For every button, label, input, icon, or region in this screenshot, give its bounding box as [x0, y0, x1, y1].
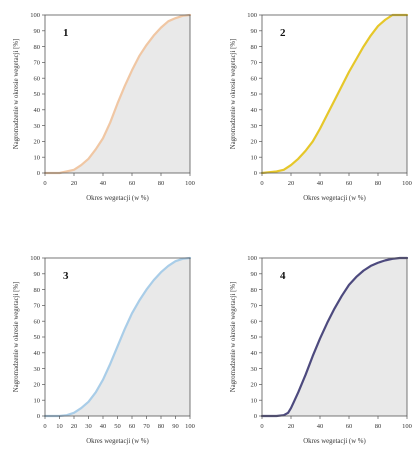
x-tick-label: 10 [56, 423, 63, 430]
x-tick-label: 80 [158, 423, 165, 430]
series-line [260, 256, 409, 418]
y-tick-label: 80 [34, 44, 41, 51]
y-tick-label: 100 [247, 12, 257, 19]
chart-panel-2: 0 10 20 30 40 50 60 70 80 90 100 0 20 40 60 80 100 Okres … [230, 12, 412, 202]
area-fill [45, 15, 190, 173]
y-tick-label: 60 [251, 75, 258, 82]
series-line [43, 256, 192, 418]
x-axis-label: Okres wegetacji (w %) [303, 438, 365, 445]
y-tick-label: 10 [34, 397, 41, 404]
y-axis-label: Nagromadzenie w okresie wegetacji [%] [230, 282, 237, 393]
x-tick-label: 60 [129, 423, 136, 430]
x-tick-label: 80 [375, 423, 382, 430]
x-tick-label: 50 [114, 423, 121, 430]
y-tick-label: 10 [251, 397, 258, 404]
y-tick-label: 40 [34, 107, 41, 114]
x-axis-label: Okres wegetacji (w %) [303, 195, 365, 202]
y-tick-label: 90 [34, 28, 41, 35]
x-tick-label: 20 [288, 423, 295, 430]
x-tick-label: 100 [402, 423, 412, 430]
y-tick-label: 50 [251, 91, 258, 98]
y-tick-label: 80 [34, 287, 41, 294]
area-fill [45, 258, 190, 416]
x-tick-label: 60 [346, 423, 353, 430]
panel-number: 3 [63, 270, 69, 282]
y-tick-label: 80 [251, 287, 258, 294]
x-tick-label: 80 [375, 180, 382, 187]
area-fill [262, 258, 407, 416]
y-tick-label: 10 [34, 154, 41, 161]
y-tick-label: 0 [254, 170, 257, 177]
y-tick-label: 60 [34, 75, 41, 82]
y-tick-label: 90 [251, 271, 258, 278]
y-tick-label: 70 [251, 303, 258, 310]
y-tick-label: 30 [34, 123, 41, 130]
series-line [260, 13, 409, 175]
y-tick-label: 30 [251, 123, 258, 130]
x-tick-label: 100 [185, 180, 195, 187]
y-tick-label: 100 [30, 255, 40, 262]
chart-panel-1: 0 10 20 30 40 50 60 70 80 90 100 0 20 40 60 80 100 Okres … [13, 12, 195, 202]
panel-number: 2 [280, 27, 286, 39]
y-tick-label: 100 [30, 12, 40, 19]
y-tick-label: 40 [251, 350, 258, 357]
y-tick-label: 50 [34, 91, 41, 98]
y-axis-label: Nagromadzenie w okresie wegetacji [%] [13, 39, 20, 150]
y-tick-label: 50 [34, 334, 41, 341]
x-tick-label: 100 [185, 423, 195, 430]
x-tick-label: 40 [100, 423, 107, 430]
y-tick-label: 90 [34, 271, 41, 278]
x-tick-label: 70 [143, 423, 150, 430]
y-tick-label: 0 [254, 413, 257, 420]
x-tick-label: 60 [346, 180, 353, 187]
x-tick-label: 90 [172, 423, 179, 430]
y-tick-label: 40 [251, 107, 258, 114]
y-tick-label: 20 [251, 382, 258, 389]
x-tick-label: 60 [129, 180, 136, 187]
x-tick-label: 20 [71, 180, 78, 187]
x-tick-label: 80 [158, 180, 165, 187]
x-tick-label: 40 [100, 180, 107, 187]
y-tick-label: 70 [34, 60, 41, 67]
x-tick-label: 40 [317, 423, 324, 430]
y-tick-label: 0 [37, 413, 40, 420]
x-tick-label: 0 [43, 423, 46, 430]
y-tick-label: 90 [251, 28, 258, 35]
x-tick-label: 0 [260, 180, 263, 187]
panel-number: 4 [280, 270, 286, 282]
x-tick-label: 20 [71, 423, 78, 430]
y-tick-label: 30 [34, 366, 41, 373]
y-tick-label: 60 [34, 318, 41, 325]
y-tick-label: 50 [251, 334, 258, 341]
y-tick-label: 60 [251, 318, 258, 325]
chart-panel-4: 0 10 20 30 40 50 60 70 80 90 100 0 20 40 60 80 100 Okres … [230, 255, 412, 445]
y-tick-label: 70 [34, 303, 41, 310]
area-fill [262, 15, 407, 173]
y-tick-label: 100 [247, 255, 257, 262]
x-axis-label: Okres wegetacji (w %) [86, 195, 148, 202]
x-tick-label: 30 [85, 423, 92, 430]
y-tick-label: 30 [251, 366, 258, 373]
y-axis-label: Nagromadzenie w okresie wegetacji [%] [230, 39, 237, 150]
y-tick-label: 0 [37, 170, 40, 177]
y-axis-label: Nagromadzenie w okresie wegetacji [%] [13, 282, 20, 393]
y-tick-label: 20 [34, 139, 41, 146]
y-tick-label: 20 [34, 382, 41, 389]
x-tick-label: 100 [402, 180, 412, 187]
y-tick-label: 80 [251, 44, 258, 51]
y-tick-label: 10 [251, 154, 258, 161]
y-tick-label: 20 [251, 139, 258, 146]
x-tick-label: 0 [260, 423, 263, 430]
x-axis-label: Okres wegetacji (w %) [86, 438, 148, 445]
x-tick-label: 0 [43, 180, 46, 187]
x-tick-label: 20 [288, 180, 295, 187]
y-tick-label: 70 [251, 60, 258, 67]
y-tick-label: 40 [34, 350, 41, 357]
chart-panel-3: 0 10 20 30 40 50 60 70 80 90 100 0 10 20 30 40 50 60 70 80 9… [13, 255, 195, 445]
x-tick-label: 40 [317, 180, 324, 187]
series-line [43, 13, 192, 175]
panel-number: 1 [63, 27, 69, 39]
